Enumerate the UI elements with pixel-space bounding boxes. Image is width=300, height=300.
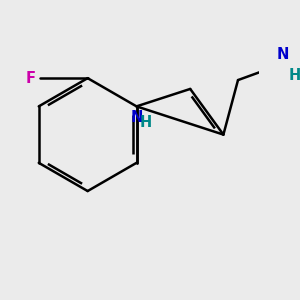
Text: N: N	[277, 46, 289, 62]
Text: H: H	[288, 68, 300, 83]
Text: N: N	[130, 110, 143, 125]
Text: H: H	[140, 115, 152, 130]
Text: F: F	[26, 71, 36, 86]
